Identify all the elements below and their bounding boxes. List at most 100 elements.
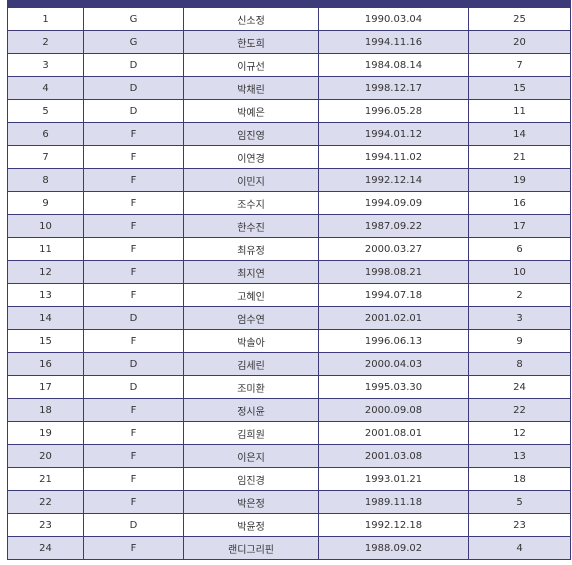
cell-name: 박채린 [183,76,319,100]
cell-birthdate: 1993.01.21 [318,467,469,491]
cell-name: 이연경 [183,145,319,169]
cell-jersey: 5 [468,490,571,514]
cell-number: 19 [7,421,84,445]
cell-number: 11 [7,237,84,261]
cell-name: 김희원 [183,421,319,445]
cell-jersey: 3 [468,306,571,330]
cell-birthdate: 1996.05.28 [318,99,469,123]
cell-position: F [83,329,184,353]
cell-birthdate: 1994.01.12 [318,122,469,146]
cell-name: 박예은 [183,99,319,123]
table-row: 17 D 조미환 1995.03.30 24 [7,375,571,399]
cell-position: D [83,513,184,537]
cell-number: 24 [7,536,84,560]
cell-name: 조수지 [183,191,319,215]
cell-birthdate: 1988.09.02 [318,536,469,560]
cell-position: F [83,145,184,169]
cell-name: 박윤정 [183,513,319,537]
cell-birthdate: 2000.04.03 [318,352,469,376]
column-header-position [83,0,184,8]
cell-birthdate: 1998.12.17 [318,76,469,100]
cell-name: 이은지 [183,444,319,468]
table-row: 10 F 한수진 1987.09.22 17 [7,214,571,238]
cell-position: F [83,421,184,445]
cell-position: F [83,214,184,238]
cell-position: D [83,53,184,77]
cell-name: 박솔아 [183,329,319,353]
cell-number: 6 [7,122,84,146]
cell-jersey: 16 [468,191,571,215]
cell-birthdate: 1994.09.09 [318,191,469,215]
table-row: 14 D 엄수연 2001.02.01 3 [7,306,571,330]
cell-number: 10 [7,214,84,238]
cell-jersey: 25 [468,7,571,31]
cell-birthdate: 1992.12.18 [318,513,469,537]
cell-birthdate: 1994.11.02 [318,145,469,169]
table-header-row [7,0,571,8]
table-row: 21 F 임진경 1993.01.21 18 [7,467,571,491]
cell-position: D [83,375,184,399]
cell-position: F [83,536,184,560]
table-body: 1 G 신소정 1990.03.04 25 2 G 한도희 1994.11.16 20 3 D 이규선 1… [7,7,571,560]
cell-position: F [83,444,184,468]
cell-position: D [83,352,184,376]
cell-name: 박은정 [183,490,319,514]
table-row: 8 F 이민지 1992.12.14 19 [7,168,571,192]
cell-jersey: 2 [468,283,571,307]
table-row: 18 F 정시윤 2000.09.08 22 [7,398,571,422]
cell-number: 5 [7,99,84,123]
cell-jersey: 9 [468,329,571,353]
cell-birthdate: 1990.03.04 [318,7,469,31]
cell-jersey: 24 [468,375,571,399]
cell-jersey: 15 [468,76,571,100]
table-row: 6 F 임진영 1994.01.12 14 [7,122,571,146]
cell-jersey: 12 [468,421,571,445]
cell-jersey: 11 [468,99,571,123]
cell-jersey: 13 [468,444,571,468]
cell-birthdate: 1992.12.14 [318,168,469,192]
cell-name: 조미환 [183,375,319,399]
cell-number: 1 [7,7,84,31]
cell-birthdate: 2000.03.27 [318,237,469,261]
table-row: 2 G 한도희 1994.11.16 20 [7,30,571,54]
table-row: 5 D 박예은 1996.05.28 11 [7,99,571,123]
cell-position: F [83,168,184,192]
table-row: 23 D 박윤정 1992.12.18 23 [7,513,571,537]
cell-number: 23 [7,513,84,537]
cell-position: F [83,122,184,146]
cell-birthdate: 1989.11.18 [318,490,469,514]
cell-name: 임진영 [183,122,319,146]
cell-number: 2 [7,30,84,54]
table-row: 3 D 이규선 1984.08.14 7 [7,53,571,77]
table-row: 11 F 최유정 2000.03.27 6 [7,237,571,261]
cell-name: 김세린 [183,352,319,376]
cell-number: 18 [7,398,84,422]
column-header-jersey [468,0,571,8]
cell-number: 22 [7,490,84,514]
cell-birthdate: 2001.03.08 [318,444,469,468]
cell-position: G [83,7,184,31]
cell-position: D [83,76,184,100]
column-header-number [7,0,84,8]
cell-number: 16 [7,352,84,376]
table-row: 22 F 박은정 1989.11.18 5 [7,490,571,514]
cell-number: 9 [7,191,84,215]
table-row: 20 F 이은지 2001.03.08 13 [7,444,571,468]
cell-number: 7 [7,145,84,169]
cell-position: F [83,467,184,491]
cell-position: F [83,237,184,261]
table-row: 7 F 이연경 1994.11.02 21 [7,145,571,169]
cell-jersey: 6 [468,237,571,261]
cell-birthdate: 1995.03.30 [318,375,469,399]
cell-jersey: 18 [468,467,571,491]
cell-name: 엄수연 [183,306,319,330]
cell-position: F [83,490,184,514]
cell-name: 최유정 [183,237,319,261]
cell-name: 이규선 [183,53,319,77]
cell-position: G [83,30,184,54]
cell-name: 고혜인 [183,283,319,307]
cell-jersey: 21 [468,145,571,169]
cell-number: 3 [7,53,84,77]
cell-jersey: 10 [468,260,571,284]
cell-number: 20 [7,444,84,468]
